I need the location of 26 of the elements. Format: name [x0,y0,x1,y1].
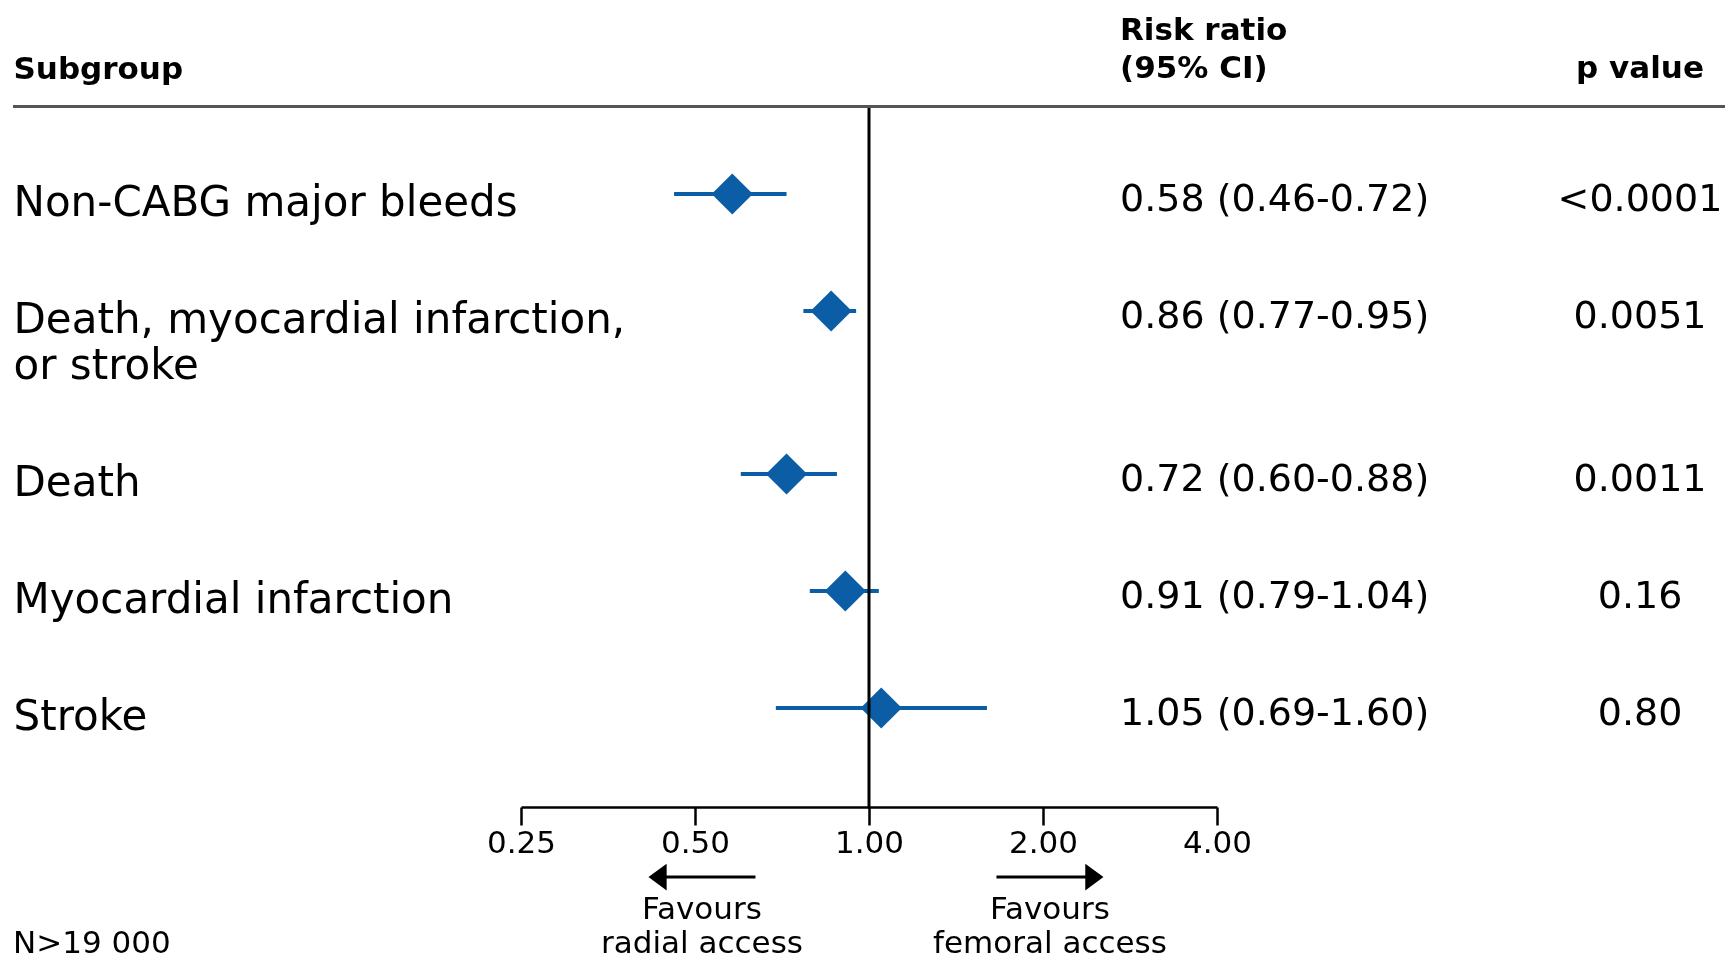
text: N>19 000 [13,924,171,960]
text: Favours radial access [600,890,803,960]
x-tick-label: 0.50 [660,823,731,860]
y-tick-label: Non-CABG major bleeds [13,176,518,226]
x-tick-label: 4.00 [1182,823,1253,860]
text: p value [1576,49,1704,85]
data-label: 1.05 (0.69-1.60) [1120,690,1430,734]
data-label: 0.72 (0.60-0.88) [1120,456,1430,500]
y-tick-label: Myocardial infarction [13,573,454,623]
data-label: 0.58 (0.46-0.72) [1120,176,1430,220]
text: Favours femoral access [933,890,1167,960]
text: 0.80 [1597,690,1683,734]
text: 0.16 [1597,573,1683,617]
data-label: 0.86 (0.77-0.95) [1120,293,1430,337]
text: <0.0001 [1557,176,1723,220]
x-tick-label: 2.00 [1008,823,1079,860]
text: Risk ratio (95% CI) [1120,11,1288,85]
y-tick-label: Death, myocardial infarction, or stroke [13,293,626,389]
x-tick-label: 0.25 [486,823,557,860]
y-tick-label: Stroke [13,690,148,740]
y-axis-title: Subgroup [13,49,184,86]
data-label: 0.91 (0.79-1.04) [1120,573,1430,617]
text: 0.0011 [1573,456,1707,500]
x-tick-label: 1.00 [834,823,905,860]
y-tick-label: Death [13,456,141,506]
text: 0.0051 [1573,293,1707,337]
